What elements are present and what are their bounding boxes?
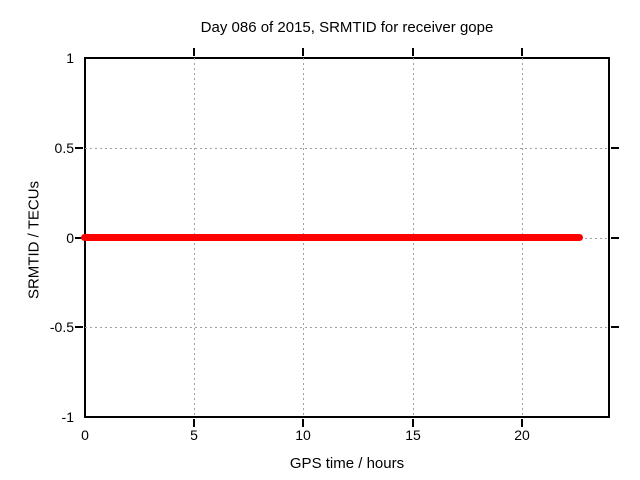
x-axis-label: GPS time / hours [289, 455, 405, 472]
y-tick-label: 0 [66, 230, 74, 246]
y-tick-right [611, 147, 619, 149]
y-tick-label: 0.5 [54, 140, 74, 156]
x-tick-top [193, 48, 195, 56]
y-tick-right [611, 326, 619, 328]
x-tick-label: 15 [405, 427, 421, 443]
x-tick-bottom [193, 419, 195, 427]
x-tick-label: 5 [190, 427, 198, 443]
x-tick-bottom [521, 419, 523, 427]
y-tick-left [75, 237, 83, 239]
x-tick-label: 10 [295, 427, 311, 443]
y-gridline [85, 327, 609, 328]
y-tick-right [611, 237, 619, 239]
x-tick-bottom [302, 419, 304, 427]
x-tick-top [412, 48, 414, 56]
y-tick-label: 1 [66, 50, 74, 66]
chart-title: Day 086 of 2015, SRMTID for receiver gop… [200, 19, 494, 36]
y-tick-label: -1 [61, 409, 74, 425]
x-tick-bottom [412, 419, 414, 427]
series-line-srmtid [81, 234, 583, 241]
y-gridline [85, 148, 609, 149]
x-tick-top [302, 48, 304, 56]
y-tick-left [75, 147, 83, 149]
x-tick-label: 20 [514, 427, 530, 443]
y-tick-left [75, 326, 83, 328]
y-tick-label: -0.5 [49, 319, 74, 335]
x-tick-top [521, 48, 523, 56]
x-tick-label: 0 [81, 427, 89, 443]
